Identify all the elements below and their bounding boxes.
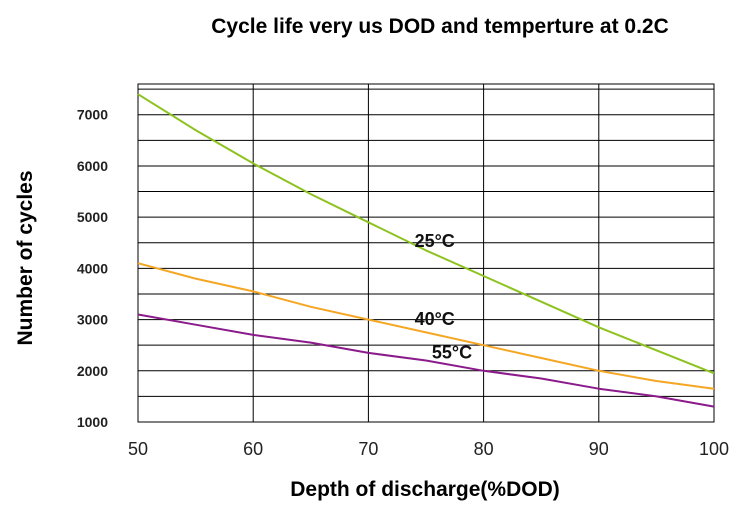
y-tick-label: 4000 (77, 260, 108, 276)
series-line (137, 262, 715, 390)
x-tick-label: 50 (128, 439, 148, 459)
x-axis-title: Depth of discharge(%DOD) (290, 478, 560, 501)
y-tick-label: 3000 (77, 312, 108, 328)
y-tick-label: 6000 (77, 158, 108, 174)
y-axis-title: Number of cycles (14, 170, 37, 345)
y-tick-label: 5000 (77, 209, 108, 225)
x-tick-label: 90 (589, 439, 609, 459)
series-label: 40°C (415, 309, 455, 329)
y-tick-label: 1000 (77, 414, 108, 430)
chart-title: Cycle life very us DOD and temperture at… (211, 15, 669, 38)
x-tick-labels: 50 60 70 80 90 100 (128, 439, 729, 459)
y-tick-label: 2000 (77, 363, 108, 379)
grid (137, 83, 715, 423)
series-labels: 25°C 40°C 55°C (415, 231, 472, 362)
plot-frame (137, 83, 715, 423)
series-line (137, 93, 715, 375)
x-tick-label: 80 (474, 439, 494, 459)
series-line (137, 313, 715, 408)
x-tick-label: 70 (358, 439, 378, 459)
y-tick-label: 7000 (77, 107, 108, 123)
y-tick-labels: 1000 2000 3000 4000 5000 6000 7000 (77, 107, 108, 430)
series-label: 25°C (415, 231, 455, 251)
series-label: 55°C (432, 343, 472, 363)
series-lines (137, 93, 715, 408)
x-tick-label: 100 (699, 439, 729, 459)
x-tick-label: 60 (243, 439, 263, 459)
